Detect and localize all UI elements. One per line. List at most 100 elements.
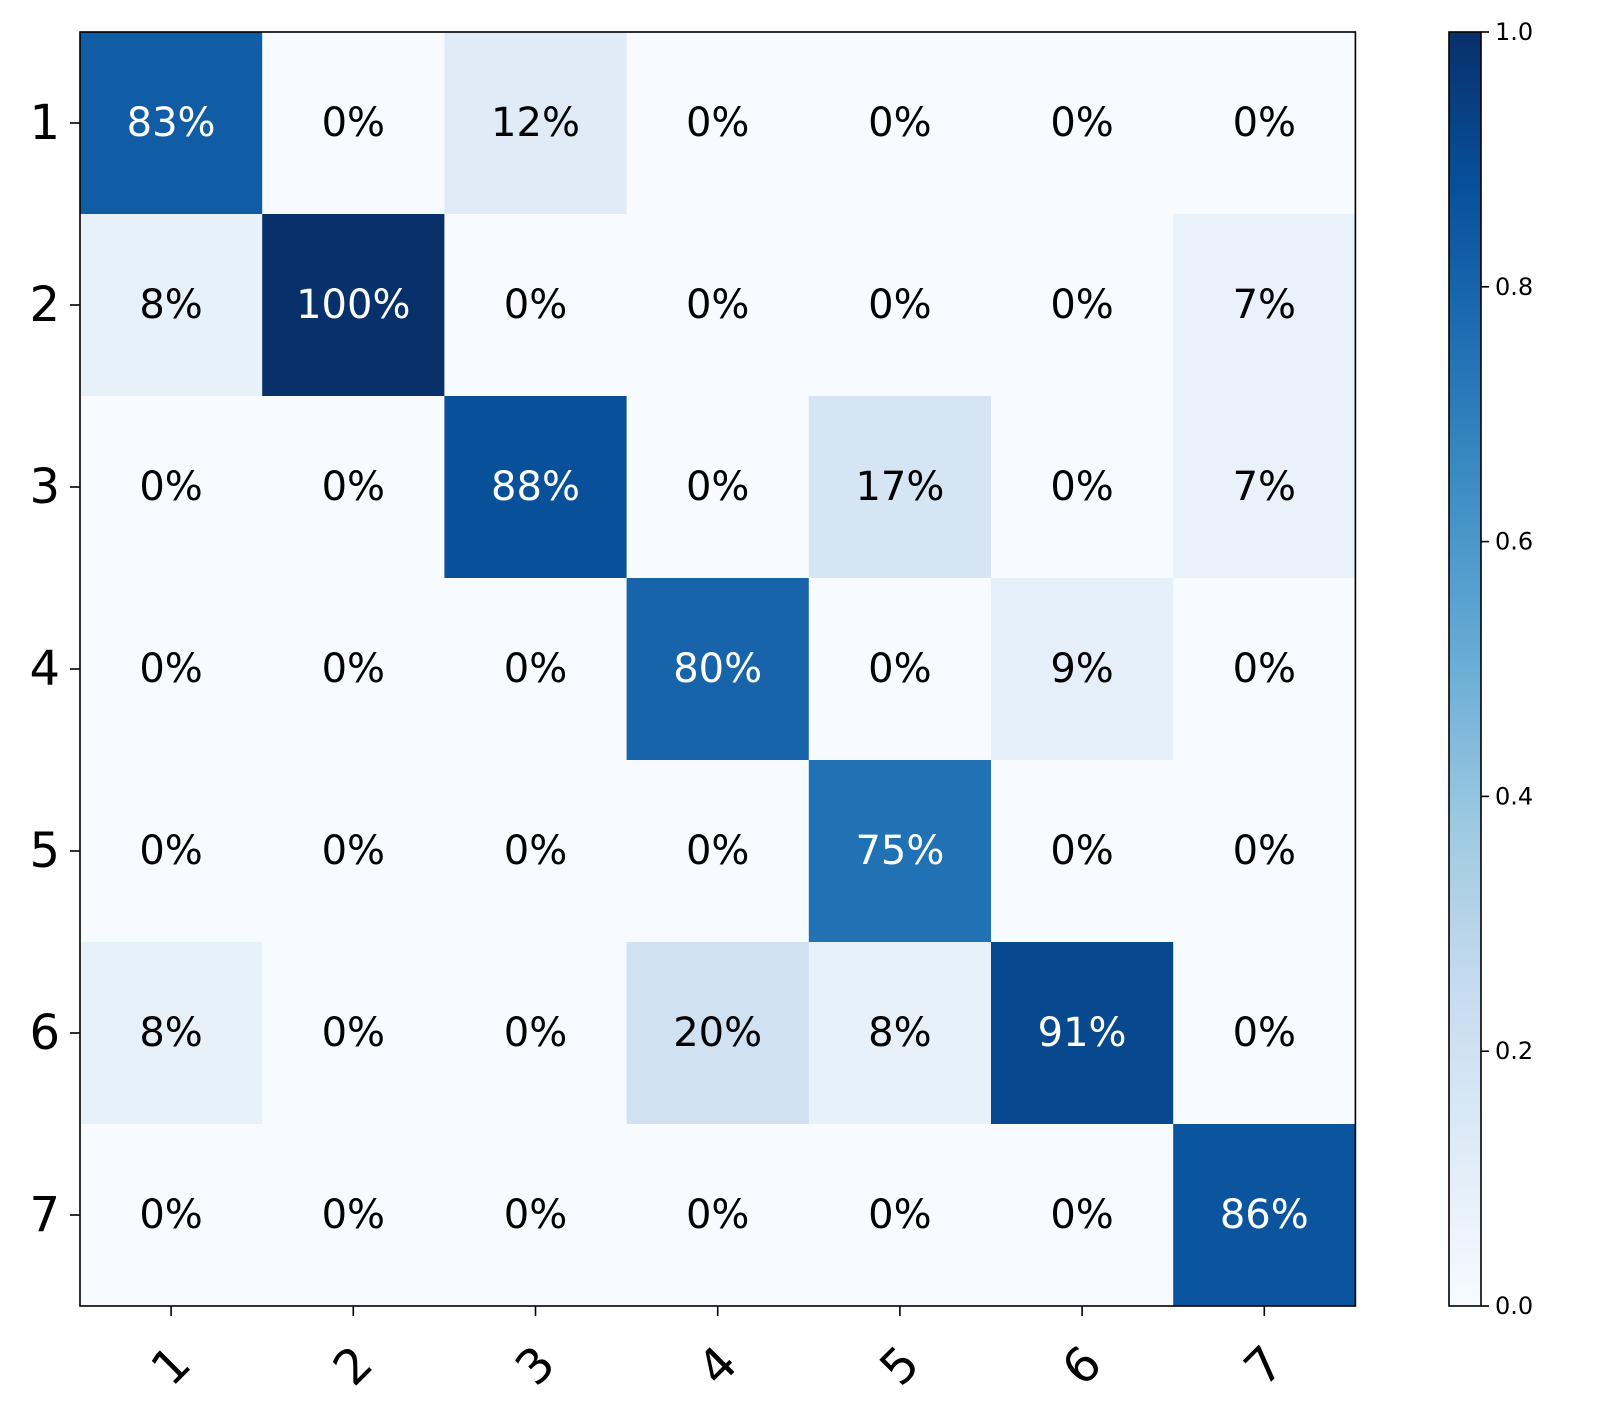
cell-label-r3-c4: 0% xyxy=(686,464,749,510)
colorbar-tick-label-0.2: 0.2 xyxy=(1495,1037,1533,1065)
cell-label-r6-c3: 0% xyxy=(504,1010,567,1056)
cell-label-r7-c7: 86% xyxy=(1220,1192,1309,1238)
heatmap-cell-r2-c1 xyxy=(80,214,263,397)
heatmap-cell-r7-c2 xyxy=(262,1124,445,1307)
cell-label-r3-c1: 0% xyxy=(139,464,202,510)
heatmap-cell-r3-c2 xyxy=(262,396,445,579)
heatmap-cell-r1-c5 xyxy=(808,32,992,215)
cell-label-r1-c7: 0% xyxy=(1233,100,1296,146)
y-tick-label-2: 2 xyxy=(29,277,60,333)
cell-label-r7-c2: 0% xyxy=(322,1192,385,1238)
heatmap-cell-r6-c4 xyxy=(626,942,810,1125)
heatmap-cell-r7-c7 xyxy=(1173,1124,1356,1307)
cell-label-r3-c3: 88% xyxy=(491,464,580,510)
heatmap-cell-r1-c1 xyxy=(80,32,263,215)
heatmap-cell-r6-c1 xyxy=(80,942,263,1125)
heatmap-cell-r3-c4 xyxy=(626,396,810,579)
colorbar: 0.0 0.2 0.4 0.6 0.8 1.0 xyxy=(1448,18,1533,1320)
cell-label-r7-c5: 0% xyxy=(868,1192,931,1238)
cell-label-r3-c6: 0% xyxy=(1050,464,1113,510)
x-axis: 1 2 3 4 5 6 7 xyxy=(141,1306,1295,1397)
x-tick-label-6: 6 xyxy=(1052,1335,1113,1396)
cell-label-r5-c4: 0% xyxy=(686,828,749,874)
cell-label-r6-c7: 0% xyxy=(1233,1010,1296,1056)
colorbar-ticks: 0.0 0.2 0.4 0.6 0.8 1.0 xyxy=(1481,18,1533,1320)
heatmap-cell-r2-c2 xyxy=(262,214,445,397)
heatmap-cell-r2-c5 xyxy=(808,214,992,397)
heatmap-cell-r4-c6 xyxy=(991,578,1174,761)
heatmap-cell-r5-c5 xyxy=(808,760,992,943)
cell-label-r2-c3: 0% xyxy=(504,282,567,328)
cell-label-r1-c1: 83% xyxy=(127,100,216,146)
cell-label-r1-c2: 0% xyxy=(322,100,385,146)
heatmap-cell-r1-c7 xyxy=(1173,32,1356,215)
heatmap-cell-r5-c7 xyxy=(1173,760,1356,943)
heatmap-cell-r2-c4 xyxy=(626,214,810,397)
heatmap-cell-r4-c4 xyxy=(626,578,810,761)
cell-label-r3-c5: 17% xyxy=(855,464,944,510)
cell-label-r5-c1: 0% xyxy=(139,828,202,874)
heatmap-cell-r7-c1 xyxy=(80,1124,263,1307)
heatmap-cell-r5-c1 xyxy=(80,760,263,943)
heatmap-cell-r4-c3 xyxy=(444,578,628,761)
cell-label-r4-c7: 0% xyxy=(1233,646,1296,692)
colorbar-tick-label-0.8: 0.8 xyxy=(1495,273,1533,301)
heatmap-cell-labels: 83% 0% 12% 0% 0% 0% 0% 8% 100% 0% 0% 0% 0% 7% 0% 0% 88% 0… xyxy=(127,100,1309,1238)
heatmap-cell-r7-c5 xyxy=(808,1124,992,1307)
y-tick-label-1: 1 xyxy=(29,95,60,151)
heatmap-cell-r5-c2 xyxy=(262,760,445,943)
x-tick-label-5: 5 xyxy=(869,1335,930,1396)
heatmap-cell-r1-c4 xyxy=(626,32,810,215)
cell-label-r6-c2: 0% xyxy=(322,1010,385,1056)
heatmap-cell-r1-c6 xyxy=(991,32,1174,215)
heatmap-cells xyxy=(80,32,1356,1307)
heatmap-cell-r4-c2 xyxy=(262,578,445,761)
heatmap-cell-r5-c6 xyxy=(991,760,1174,943)
colorbar-tick-label-0.0: 0.0 xyxy=(1495,1292,1533,1320)
colorbar-tick-label-1.0: 1.0 xyxy=(1495,18,1533,46)
y-axis: 1 2 3 4 5 6 7 xyxy=(29,95,80,1243)
heatmap-cell-r6-c5 xyxy=(808,942,992,1125)
cell-label-r4-c5: 0% xyxy=(868,646,931,692)
colorbar-tick-label-0.6: 0.6 xyxy=(1495,528,1533,556)
heatmap-cell-r3-c5 xyxy=(808,396,992,579)
y-tick-label-5: 5 xyxy=(29,823,60,879)
heatmap-cell-r2-c3 xyxy=(444,214,628,397)
y-tick-label-6: 6 xyxy=(29,1005,60,1061)
cell-label-r7-c1: 0% xyxy=(139,1192,202,1238)
heatmap-cell-r1-c2 xyxy=(262,32,445,215)
cell-label-r1-c5: 0% xyxy=(868,100,931,146)
cell-label-r2-c4: 0% xyxy=(686,282,749,328)
heatmap-cell-r5-c3 xyxy=(444,760,628,943)
x-tick-label-4: 4 xyxy=(687,1335,748,1396)
heatmap-cell-r6-c2 xyxy=(262,942,445,1125)
cell-label-r4-c4: 80% xyxy=(673,646,762,692)
cell-label-r5-c5: 75% xyxy=(855,828,944,874)
cell-label-r5-c3: 0% xyxy=(504,828,567,874)
colorbar-gradient xyxy=(1448,31,1482,1307)
cell-label-r5-c6: 0% xyxy=(1050,828,1113,874)
x-tick-label-1: 1 xyxy=(141,1335,202,1396)
heatmap-cell-r7-c6 xyxy=(991,1124,1174,1307)
cell-label-r4-c3: 0% xyxy=(504,646,567,692)
cell-label-r7-c4: 0% xyxy=(686,1192,749,1238)
heatmap-cell-r3-c6 xyxy=(991,396,1174,579)
heatmap-cell-r6-c3 xyxy=(444,942,628,1125)
cell-label-r6-c4: 20% xyxy=(673,1010,762,1056)
cell-label-r6-c6: 91% xyxy=(1038,1010,1127,1056)
cell-label-r4-c6: 9% xyxy=(1050,646,1113,692)
cell-label-r1-c6: 0% xyxy=(1050,100,1113,146)
heatmap-cell-r7-c4 xyxy=(626,1124,810,1307)
cell-label-r7-c3: 0% xyxy=(504,1192,567,1238)
cell-label-r2-c2: 100% xyxy=(296,282,410,328)
heatmap-cell-r4-c1 xyxy=(80,578,263,761)
x-tick-label-2: 2 xyxy=(323,1335,384,1396)
cell-label-r2-c5: 0% xyxy=(868,282,931,328)
heatmap-cell-r3-c1 xyxy=(80,396,263,579)
cell-label-r4-c2: 0% xyxy=(322,646,385,692)
heatmap-cell-r5-c4 xyxy=(626,760,810,943)
cell-label-r5-c2: 0% xyxy=(322,828,385,874)
colorbar-tick-label-0.4: 0.4 xyxy=(1495,782,1533,810)
